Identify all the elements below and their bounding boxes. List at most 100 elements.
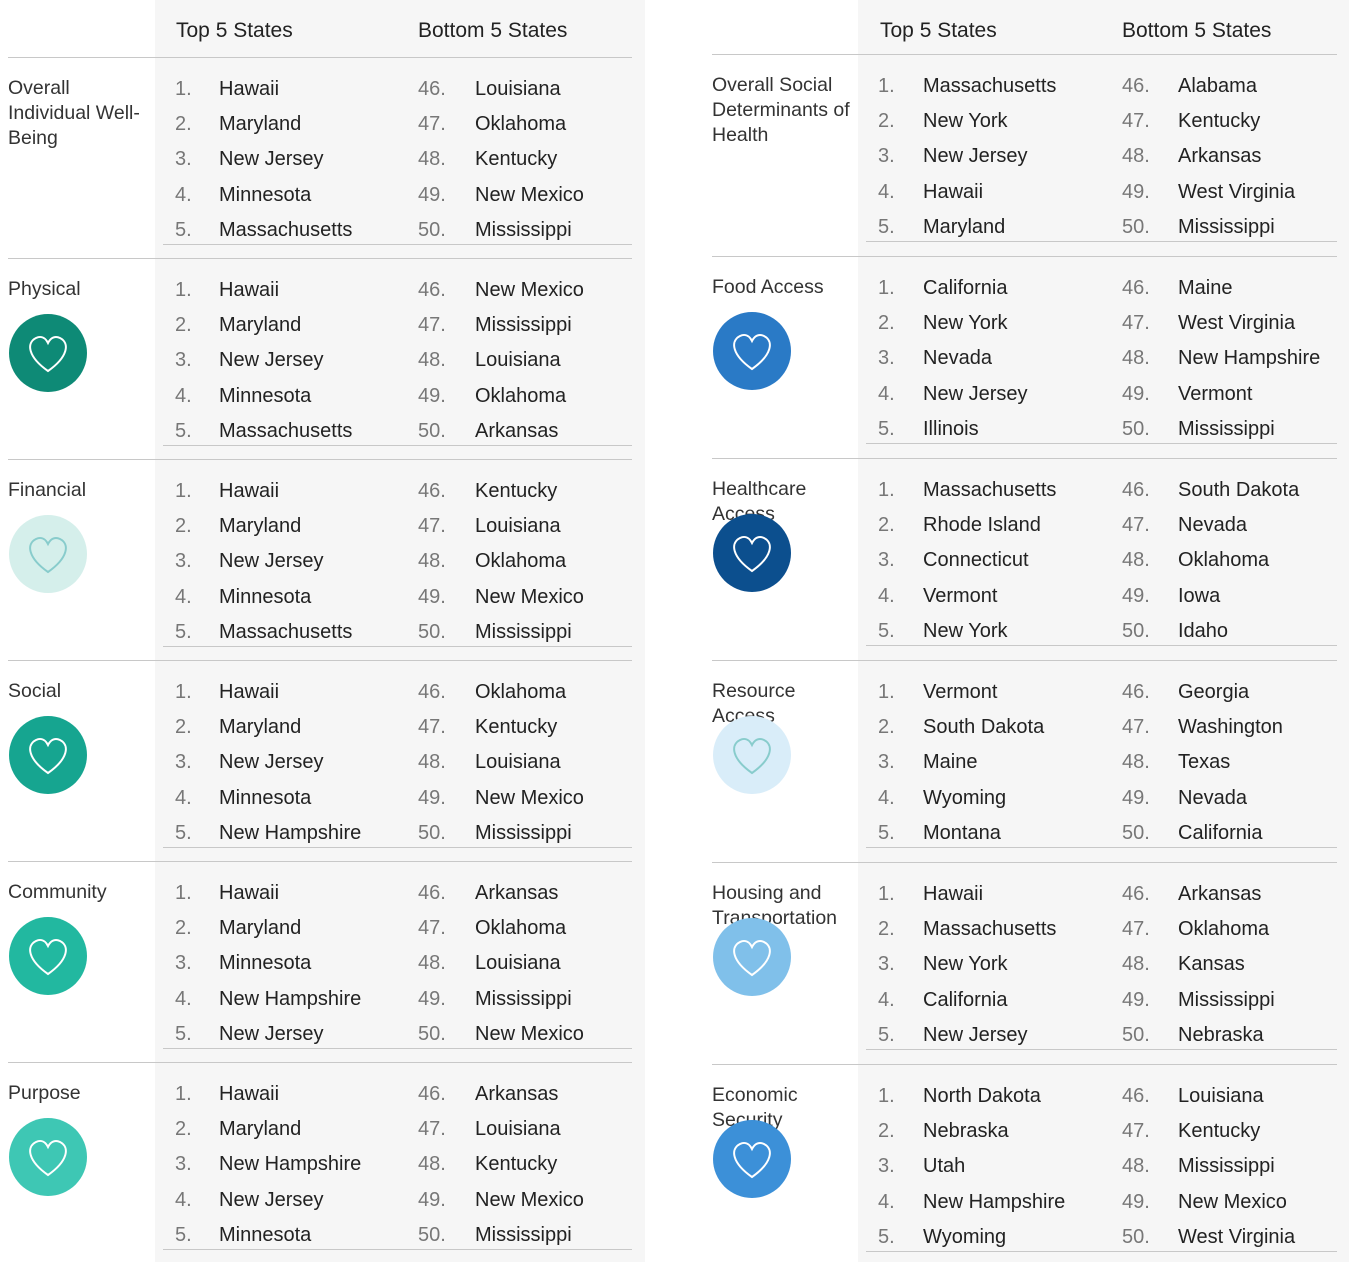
rank: 49. (1122, 382, 1150, 405)
rank: 47. (1122, 1120, 1150, 1143)
state: Mississippi (1178, 1155, 1275, 1178)
state: Massachusetts (219, 620, 353, 643)
state: New Mexico (475, 183, 584, 206)
state: Kentucky (475, 716, 558, 739)
rank: 1. (878, 75, 895, 97)
rank: 5. (175, 419, 192, 442)
icon (9, 716, 87, 794)
section-label: Social (8, 680, 62, 702)
state: New Hampshire (219, 987, 362, 1010)
rank: 50. (418, 419, 446, 442)
state: Maryland (219, 917, 302, 940)
rank: 5. (878, 1023, 895, 1046)
state: Wyoming (923, 1225, 1007, 1248)
divider (8, 1062, 632, 1063)
state: New Mexico (475, 1188, 584, 1211)
state: New York (923, 619, 1008, 642)
state: Mississippi (475, 620, 572, 643)
rank: 49. (1122, 988, 1150, 1011)
rank: 49. (1122, 786, 1150, 809)
icon (9, 515, 87, 593)
state: New Jersey (219, 1022, 324, 1045)
state: New York (923, 110, 1008, 133)
rank: 3. (878, 751, 895, 774)
rank: 4. (878, 1190, 895, 1213)
rank: 46. (1122, 75, 1150, 97)
state: Hawaii (219, 882, 280, 904)
state: Mississippi (475, 821, 572, 844)
column-background (858, 0, 1349, 1262)
state: Arkansas (475, 419, 559, 442)
rank: 46. (418, 882, 446, 904)
rank: 4. (878, 382, 895, 405)
state: Massachusetts (923, 75, 1057, 97)
state: California (923, 988, 1008, 1011)
state: Massachusetts (923, 918, 1057, 941)
rank: 5. (878, 821, 895, 844)
state: Hawaii (219, 1083, 280, 1105)
rank: 4. (175, 786, 192, 809)
state: Minnesota (219, 1223, 312, 1246)
state: New Mexico (475, 786, 584, 809)
rank: 47. (418, 515, 446, 538)
row-divider (866, 847, 1337, 848)
rank: 47. (1122, 110, 1150, 133)
column-header: Top 5 States (880, 19, 997, 42)
rank: 48. (418, 751, 446, 774)
rank: 4. (878, 988, 895, 1011)
rank: 47. (418, 314, 446, 337)
rank: 49. (418, 183, 446, 206)
rank: 46. (1122, 479, 1150, 501)
rank: 49. (1122, 1190, 1150, 1213)
state: Minnesota (219, 952, 312, 975)
rank: 48. (1122, 347, 1150, 370)
state: Louisiana (475, 751, 561, 774)
state: West Virginia (1178, 180, 1296, 203)
rank: 2. (175, 113, 192, 136)
column-header: Top 5 States (176, 19, 293, 42)
state: New Mexico (1178, 1190, 1287, 1213)
section-label: Financial (8, 479, 87, 501)
state: Louisiana (475, 952, 561, 975)
rank: 5. (878, 417, 895, 440)
state: Oklahoma (475, 681, 567, 703)
icon (713, 312, 791, 390)
state: Louisiana (475, 78, 561, 100)
row-divider (163, 244, 632, 245)
state: Vermont (923, 584, 998, 607)
rank: 2. (175, 1118, 192, 1141)
state: New Mexico (475, 1022, 584, 1045)
rank: 3. (878, 1155, 895, 1178)
state: Hawaii (923, 883, 984, 905)
rank: 1. (175, 279, 192, 301)
state: New Mexico (475, 279, 584, 301)
state: West Virginia (1178, 1225, 1296, 1248)
rank: 5. (175, 1223, 192, 1246)
state: Hawaii (219, 480, 280, 502)
rank: 46. (1122, 1085, 1150, 1107)
rank: 47. (418, 1118, 446, 1141)
state: North Dakota (923, 1085, 1041, 1107)
rank: 1. (878, 1085, 895, 1107)
rank: 48. (1122, 751, 1150, 774)
state: Connecticut (923, 549, 1029, 572)
rank: 4. (175, 384, 192, 407)
divider (712, 862, 1337, 863)
state: West Virginia (1178, 312, 1296, 335)
divider (712, 458, 1337, 459)
divider (712, 54, 1337, 55)
state: Kentucky (1178, 1120, 1261, 1143)
state: Louisiana (475, 515, 561, 538)
rank: 47. (418, 113, 446, 136)
state: California (1178, 821, 1263, 844)
rank: 48. (1122, 1155, 1150, 1178)
rank: 2. (175, 716, 192, 739)
column-background (155, 0, 645, 1262)
state: Louisiana (475, 349, 561, 372)
state: Illinois (923, 417, 979, 440)
state: New Jersey (923, 382, 1028, 405)
rank: 50. (1122, 215, 1150, 238)
divider (8, 459, 632, 460)
state: New Jersey (219, 550, 324, 573)
section-label: Purpose (8, 1082, 81, 1104)
